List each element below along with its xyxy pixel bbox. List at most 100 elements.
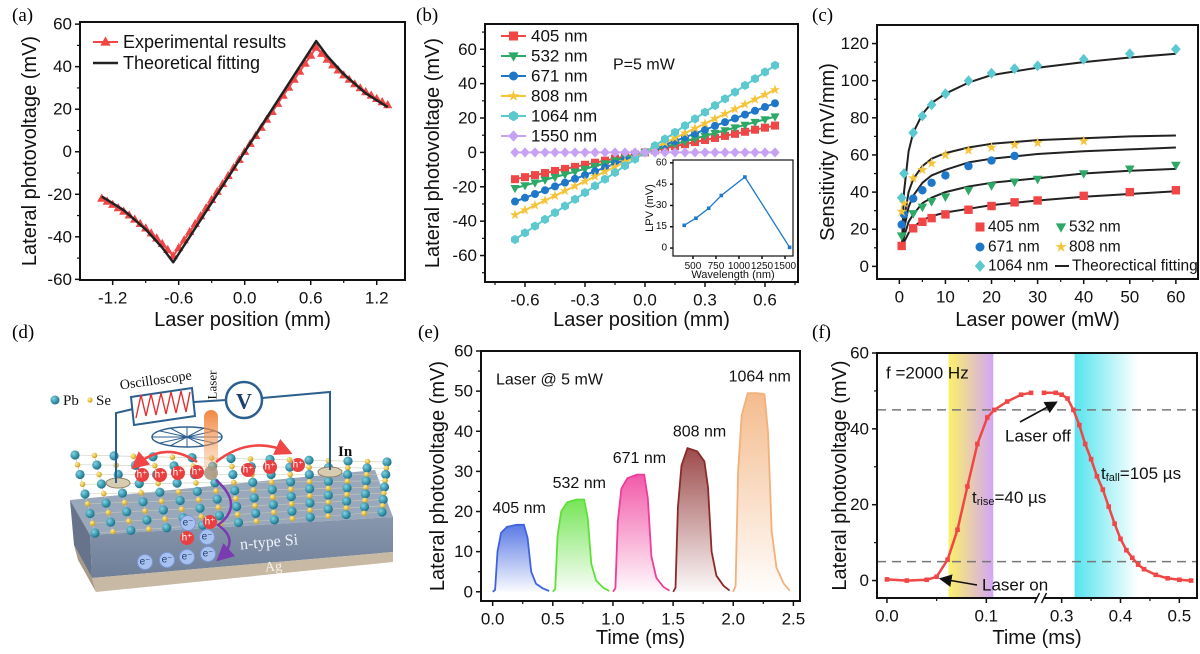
se-atom <box>268 479 275 485</box>
data-point <box>1059 392 1064 398</box>
data-point <box>680 147 690 158</box>
electron-carrier: e⁻ <box>200 546 216 562</box>
data-point <box>511 234 519 245</box>
data-point <box>511 197 519 206</box>
hole-label: h⁺ <box>192 467 203 478</box>
data-point <box>927 178 936 188</box>
se-atom <box>74 461 81 468</box>
laser-on-arrow <box>938 574 978 587</box>
legend-marker <box>509 110 518 122</box>
se-atom <box>91 452 98 459</box>
data-point <box>1112 521 1117 526</box>
data-point <box>671 127 679 137</box>
hole-carrier: h⁺ <box>180 531 194 545</box>
data-point <box>551 182 559 191</box>
se-atom <box>271 509 277 516</box>
pb-atom <box>341 510 351 520</box>
data-point <box>660 147 670 158</box>
series-671-nm <box>897 151 1019 229</box>
data-point <box>306 50 316 59</box>
se-atom <box>362 497 368 504</box>
legend-label: 1064 nm <box>531 107 597 126</box>
pb-atom <box>360 489 370 499</box>
data-point <box>571 194 579 204</box>
time-subscript: fall <box>1106 472 1120 484</box>
data-point <box>1010 151 1019 161</box>
oscilloscope-waveform-icon <box>135 390 191 419</box>
data-point <box>580 147 590 158</box>
legend-label: Theorectical fitting <box>1072 258 1198 275</box>
x-tick-label: 30 <box>1028 287 1047 306</box>
fall-time-band <box>1074 353 1139 598</box>
data-point <box>610 147 620 158</box>
pb-atom <box>96 479 107 489</box>
panel-b-wavelength-dependence: -0.6 -0.3 0.0 0.3 0.6 -60 -40 -20 0 20 40 60 Laser p… <box>422 23 799 331</box>
data-point <box>691 114 699 124</box>
se-atom <box>383 465 390 472</box>
hole-carrier: h⁺ <box>263 460 277 474</box>
data-point <box>1065 396 1070 401</box>
data-point <box>1141 566 1147 572</box>
data-point <box>560 171 570 180</box>
data-point <box>761 103 769 112</box>
data-point <box>759 89 771 99</box>
data-point <box>740 121 750 130</box>
data-point <box>1171 186 1181 195</box>
y-tick-label: 0 <box>464 582 473 601</box>
data-point <box>963 186 974 196</box>
pb-atom <box>106 517 116 527</box>
data-point <box>701 107 709 117</box>
time-symbol: t <box>1101 464 1106 483</box>
data-point <box>964 205 973 214</box>
frequency-annotation: f =2000 Hz <box>886 364 969 383</box>
pulse-line <box>492 523 550 593</box>
x-tick-label: 1.2 <box>365 288 389 307</box>
legend-label: 405 nm <box>531 27 588 46</box>
data-point <box>749 94 761 104</box>
se-atom <box>344 491 350 498</box>
x-tick-label: 1.0 <box>601 609 625 628</box>
data-point <box>1053 390 1059 396</box>
x-tick-label: 0.0 <box>875 606 899 625</box>
pulse-fill <box>492 524 550 592</box>
legend-label: 1550 nm <box>531 127 597 146</box>
se-atom <box>232 495 239 502</box>
pb-atom <box>249 493 259 503</box>
data-point <box>924 577 929 583</box>
x-axis-title: Wavelength (nm) <box>691 269 774 281</box>
y-tick-label: 0 <box>661 243 667 254</box>
data-point <box>963 75 974 87</box>
x-tick-label: 0.5 <box>541 609 565 628</box>
data-point <box>509 209 521 220</box>
legend-marker <box>1055 240 1067 252</box>
legend-pb-label: Pb <box>63 393 79 409</box>
y-axis-title: LPV (mV) <box>644 184 656 232</box>
y-tick-label: 60 <box>53 15 72 34</box>
x-tick-label: 50 <box>1120 287 1139 306</box>
data-point <box>721 118 729 127</box>
pb-atom <box>212 494 222 504</box>
data-point <box>690 135 700 144</box>
legend-label: 405 nm <box>988 219 1040 236</box>
data-point <box>620 147 630 158</box>
power-annotation: P=5 mW <box>613 57 676 74</box>
data-point <box>1078 170 1089 179</box>
data-point <box>986 182 997 191</box>
data-point <box>590 147 600 158</box>
data-point <box>621 161 629 171</box>
data-point <box>897 241 906 251</box>
hole-drift-arrow-right <box>215 438 293 463</box>
data-point <box>1106 504 1112 509</box>
se-atom <box>215 504 222 511</box>
x-tick-label: 0.3 <box>1050 606 1074 625</box>
hole-icon <box>241 463 255 477</box>
pb-atom <box>172 478 182 488</box>
se-atom <box>175 489 182 495</box>
data-point <box>1100 487 1106 492</box>
data-point <box>1077 422 1082 428</box>
data-point <box>1009 139 1020 150</box>
pb-atom <box>342 483 352 493</box>
data-point <box>760 147 770 158</box>
data-point <box>581 171 589 180</box>
x-axis-title: Time (ms) <box>596 627 685 649</box>
